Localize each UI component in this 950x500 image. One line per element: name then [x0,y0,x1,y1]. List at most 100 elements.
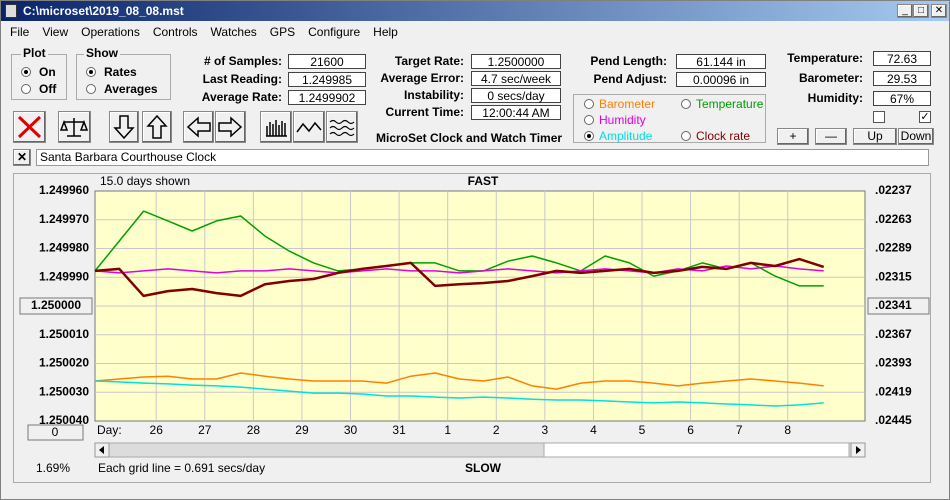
x-tick-label: 7 [736,423,743,437]
field-value: 12:00:44 AM [471,105,561,120]
bars-button[interactable] [260,111,292,143]
menu-item[interactable]: Help [373,25,398,39]
env-button[interactable]: + [777,128,809,145]
right-button[interactable] [215,111,246,143]
y-tick-label: 1.250000 [31,298,81,312]
show-group-title: Show [84,46,120,60]
y-tick-label: 1.250020 [39,356,89,370]
field-label: Last Reading: [202,72,282,86]
zero-button[interactable] [27,424,84,441]
radio-button[interactable] [86,67,96,77]
menu-item[interactable]: Controls [152,25,198,39]
radio-label[interactable]: Averages [104,82,158,96]
waves-button[interactable] [326,111,358,143]
radio-label[interactable]: On [39,65,56,79]
x-tick-label: 3 [542,423,549,437]
legend-label[interactable]: Clock rate [696,129,751,143]
left-button[interactable] [183,111,214,143]
app-icon [5,4,17,18]
field-value: 29.53 [873,71,931,86]
y2-reset-button[interactable] [867,297,930,315]
x-tick-label: 26 [150,423,164,437]
down-button[interactable] [109,111,139,143]
legend-label[interactable]: Amplitude [599,129,653,143]
up-button[interactable] [142,111,172,143]
field-value: 0 secs/day [471,88,561,103]
x-tick-label: 5 [639,423,646,437]
legend-radio[interactable] [584,131,594,141]
x-tick-label: 8 [784,423,791,437]
clock-name[interactable]: Santa Barbara Courthouse Clock [36,149,929,166]
maximize-button[interactable]: □ [913,4,929,18]
scrollbar-thumb[interactable] [543,442,850,458]
legend-label[interactable]: Humidity [599,113,646,127]
checkbox[interactable] [873,111,885,123]
minimize-button[interactable]: _ [897,4,913,18]
x-tick-label: 28 [247,423,261,437]
field-label: Average Rate: [201,90,282,104]
y2-tick-label: .02315 [875,269,912,283]
menu-item[interactable]: Operations [81,25,140,39]
up-icon [146,114,168,139]
clear-icon [17,115,42,139]
radio-label[interactable]: Off [39,82,57,96]
scroll-right-arrow [856,446,861,454]
chart-panel [13,173,931,483]
zero-button-label: 0 [52,425,59,439]
field-value: 72.63 [873,51,931,66]
menu-item[interactable]: View [42,25,69,39]
field-label: Barometer: [798,71,863,85]
menu-item[interactable]: GPS [269,25,296,39]
x-tick-label: 27 [198,423,212,437]
field-value: 21600 [288,54,366,69]
menu-item[interactable]: Configure [308,25,361,39]
legend-radio[interactable] [584,99,594,109]
title-bar [1,1,949,21]
menu-item[interactable]: Watches [210,25,257,39]
env-button[interactable]: — [815,128,847,145]
field-label: Pend Length: [590,54,667,68]
field-value[interactable]: 0.00096 in [676,72,766,87]
x-tick-label: 2 [493,423,500,437]
radio-button[interactable] [21,67,31,77]
field-value: 1.249985 [288,72,366,87]
y2-tick-label: .02367 [875,327,912,341]
chart: 26 27 28 29 30 31 1 2 3 4 5 6 7 8 1.249960 1.249970 1.24… [19,174,930,475]
wave-icon [296,121,322,133]
slow-label: SLOW [465,461,502,475]
checkbox[interactable]: ✓ [919,111,931,123]
env-button[interactable]: Down [898,128,934,145]
legend-radio[interactable] [681,99,691,109]
close-button[interactable]: ✕ [931,4,947,18]
menu-bar: File View Operations Controls Watches GPS Conf… [1,23,405,41]
field-value[interactable]: 61.144 in [676,54,766,69]
field-value[interactable]: 1.2500000 [471,54,561,69]
clear-button[interactable] [13,111,46,143]
field-label: Current Time: [385,105,464,119]
series-line [94,380,824,407]
radio-button[interactable] [86,84,96,94]
right-icon [218,116,243,138]
balance-button[interactable] [58,111,91,143]
radio-label[interactable]: Rates [104,65,137,79]
show-group [76,54,171,100]
y2-tick-label: .02419 [875,384,912,398]
y2-tick-label: .02237 [875,183,912,197]
y-tick-label: 1.249960 [39,183,89,197]
x-tick-label: 30 [344,423,358,437]
radio-button[interactable] [21,84,31,94]
bars-icon [266,120,287,137]
wave-button[interactable] [293,111,325,143]
balance-icon [59,118,89,137]
env-button[interactable]: Up [853,128,897,145]
clock-close-button[interactable]: ✕ [13,149,31,166]
legend-radio[interactable] [681,131,691,141]
y-reset-button[interactable] [19,297,93,315]
legend-label[interactable]: Temperature [696,97,764,111]
legend-radio[interactable] [584,115,594,125]
legend-label[interactable]: Barometer [599,97,656,111]
field-value: 1.2499902 [288,90,366,105]
plot-group-title: Plot [21,46,48,60]
menu-item[interactable]: File [10,25,30,39]
